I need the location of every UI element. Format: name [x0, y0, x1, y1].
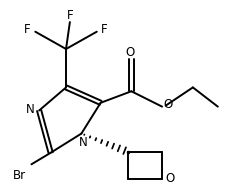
Text: O: O — [164, 172, 174, 185]
Text: O: O — [125, 46, 134, 59]
Text: F: F — [101, 23, 107, 36]
Text: O: O — [163, 98, 172, 111]
Text: N: N — [26, 103, 35, 116]
Text: N: N — [79, 136, 87, 149]
Text: Br: Br — [13, 169, 26, 182]
Text: F: F — [24, 23, 31, 36]
Text: F: F — [66, 9, 73, 22]
